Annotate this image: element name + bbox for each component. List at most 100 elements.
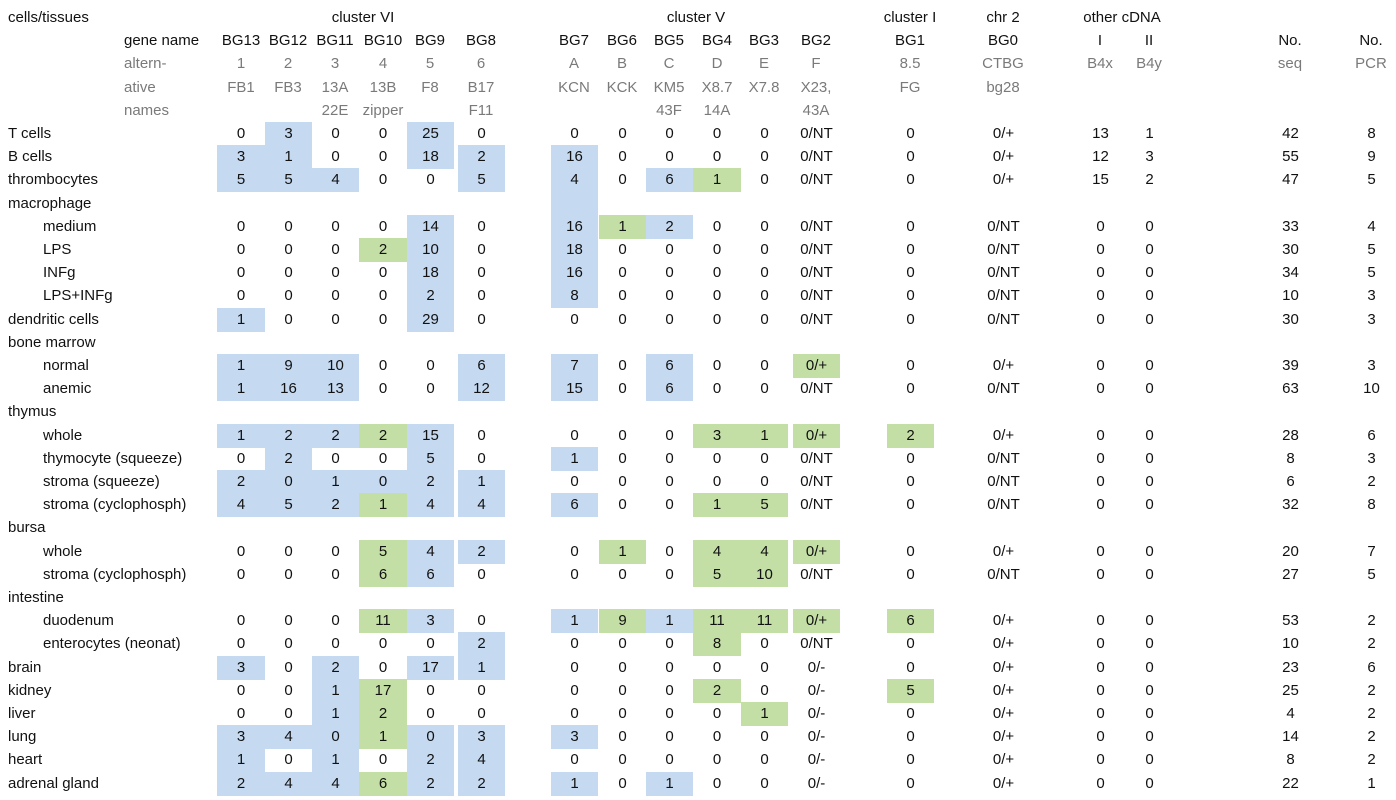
- table-cell: 0: [760, 751, 769, 768]
- table-cell: 0: [378, 264, 388, 281]
- row-sublabel: thymocyte (squeeze): [43, 450, 183, 467]
- table-cell: 0: [906, 125, 915, 142]
- table-cell: 0: [665, 473, 674, 490]
- table-cell: [407, 192, 454, 216]
- table-cell: 0: [760, 148, 769, 165]
- table-cell: [741, 400, 788, 424]
- table-cell: 10: [407, 238, 454, 262]
- table-cell: 0: [378, 287, 388, 304]
- table-cell: 0: [665, 450, 674, 467]
- alt-names-label: names: [124, 102, 170, 119]
- table-cell: 0: [236, 241, 246, 258]
- table-cell: 0: [477, 450, 486, 467]
- table-cell: 0: [618, 450, 627, 467]
- table-cell: 2: [1367, 612, 1376, 629]
- table-cell: [980, 586, 1027, 610]
- table-cell: [217, 192, 265, 216]
- table-cell: 2: [407, 470, 454, 494]
- row-label: lung: [8, 728, 37, 745]
- table-cell: [312, 516, 359, 540]
- table-cell: 0/-: [807, 751, 826, 768]
- table-cell: 0/NT: [987, 287, 1020, 304]
- table-cell: 0/NT: [800, 148, 833, 165]
- table-cell: 0: [712, 148, 722, 165]
- table-cell: 0: [906, 473, 915, 490]
- table-cell: 1: [458, 470, 505, 494]
- table-cell: 0: [1145, 218, 1154, 235]
- table-cell: [887, 331, 934, 355]
- table-cell: 2: [887, 424, 934, 448]
- table-cell: 0: [1145, 264, 1154, 281]
- table-cell: [217, 400, 265, 424]
- table-cell: 0: [477, 682, 486, 699]
- table-cell: 3: [1367, 287, 1376, 304]
- table-cell: 4: [1286, 705, 1295, 722]
- table-cell: [646, 400, 693, 424]
- table-cell: 1: [265, 145, 312, 169]
- table-cell: 2: [359, 238, 407, 262]
- table-cell: 0: [426, 635, 435, 652]
- row-label: thrombocytes: [8, 171, 99, 188]
- table-cell: 0: [1145, 287, 1154, 304]
- table-cell: [551, 586, 598, 610]
- alt-name: zipper: [362, 102, 404, 119]
- table-cell: 0: [331, 264, 340, 281]
- table-cell: 27: [1282, 566, 1299, 583]
- table-cell: 0: [1096, 287, 1105, 304]
- table-cell: 0: [760, 659, 769, 676]
- table-cell: 9: [599, 609, 646, 633]
- table-cell: 12: [1092, 148, 1109, 165]
- row-label: brain: [8, 659, 42, 676]
- table-cell: 0: [426, 705, 435, 722]
- table-cell: 1: [312, 470, 359, 494]
- table-cell: 8: [1286, 751, 1295, 768]
- table-cell: 0/+: [992, 751, 1015, 768]
- table-cell: 16: [551, 215, 598, 239]
- table-cell: [741, 331, 788, 355]
- table-cell: 0: [378, 125, 388, 142]
- table-cell: 0: [665, 496, 674, 513]
- table-cell: 0: [477, 264, 486, 281]
- table-cell: 0: [665, 427, 674, 444]
- table-cell: 10: [312, 354, 359, 378]
- table-cell: 0: [712, 357, 722, 374]
- table-cell: 0: [665, 728, 674, 745]
- table-cell: 25: [407, 122, 454, 146]
- table-cell: 0/NT: [987, 311, 1020, 328]
- table-cell: 0/+: [992, 682, 1015, 699]
- alt-name: KCK: [606, 79, 638, 96]
- table-cell: 0: [618, 682, 627, 699]
- table-cell: 3: [1367, 357, 1376, 374]
- alt-name: 6: [476, 55, 486, 72]
- table-cell: 3: [1367, 311, 1376, 328]
- table-cell: 0: [426, 682, 435, 699]
- table-cell: 0: [1096, 705, 1105, 722]
- table-cell: 1: [551, 772, 598, 796]
- row-label: intestine: [8, 589, 64, 606]
- alt-name: F: [811, 55, 821, 72]
- table-cell: [1348, 192, 1395, 216]
- table-cell: 0: [284, 543, 293, 560]
- table-cell: 5: [1367, 171, 1376, 188]
- table-cell: 0/+: [793, 424, 840, 448]
- table-cell: 0/NT: [800, 241, 833, 258]
- table-cell: 0: [760, 682, 769, 699]
- table-cell: 0: [236, 264, 246, 281]
- table-cell: 3: [1367, 450, 1376, 467]
- row-sublabel: anemic: [43, 380, 92, 397]
- table-cell: 5: [407, 447, 454, 471]
- table-cell: 0/NT: [800, 635, 833, 652]
- table-cell: 0: [618, 171, 627, 188]
- table-cell: 16: [265, 377, 312, 401]
- alt-name: FB1: [227, 79, 255, 96]
- table-cell: 0: [1096, 473, 1105, 490]
- table-cell: 2: [1145, 171, 1154, 188]
- table-cell: 2: [407, 748, 454, 772]
- table-cell: 0/+: [793, 540, 840, 564]
- table-cell: 0: [331, 287, 340, 304]
- alt-name: [1336, 76, 1396, 99]
- table-cell: 0: [760, 450, 769, 467]
- table-cell: 17: [359, 679, 407, 703]
- table-cell: 0: [1145, 566, 1154, 583]
